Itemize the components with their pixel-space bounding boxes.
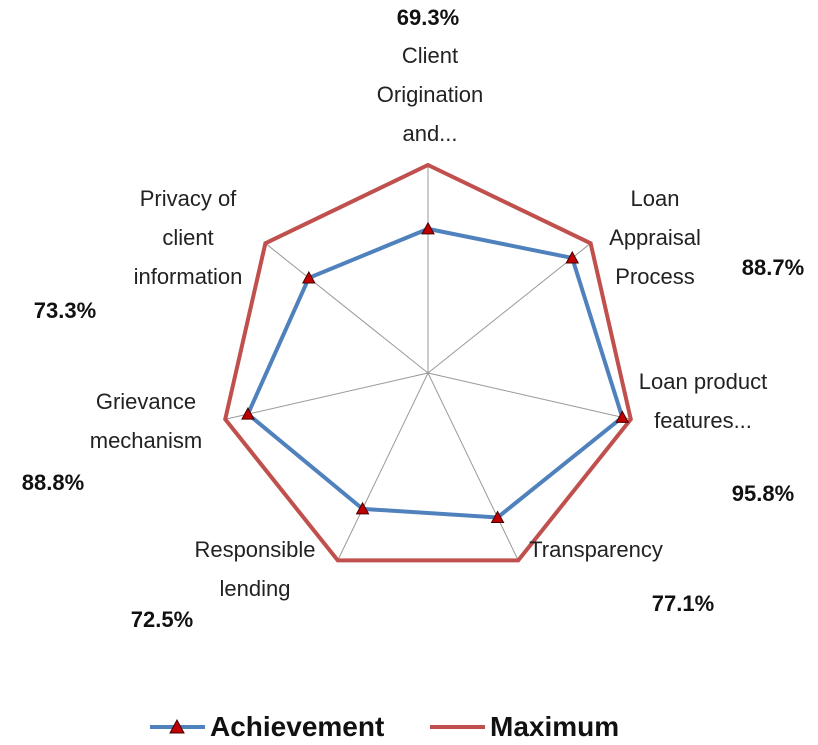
- spoke: [337, 372, 429, 561]
- legend-label: Achievement: [210, 711, 385, 742]
- category-label: Loan product features...: [638, 369, 768, 433]
- marker: [241, 407, 255, 420]
- marker: [565, 250, 580, 264]
- category-label: Client Origination and...: [376, 43, 484, 146]
- category-label: Loan Appraisal Process: [609, 186, 701, 289]
- marker: [355, 501, 370, 515]
- category-label: Transparency: [529, 537, 663, 562]
- value-label: 72.5%: [130, 607, 194, 632]
- value-label: 73.3%: [33, 298, 97, 323]
- series-line: [245, 226, 625, 520]
- marker: [421, 221, 435, 235]
- category-label: Privacy of client information: [133, 186, 243, 289]
- category-label: Grievance mechanism: [89, 389, 203, 453]
- legend-marker: [169, 718, 185, 734]
- marker: [615, 410, 630, 423]
- value-label: 88.8%: [21, 470, 85, 495]
- spoke: [427, 242, 591, 374]
- marker: [490, 510, 505, 523]
- spoke: [265, 242, 429, 374]
- legend-label: Maximum: [490, 711, 620, 742]
- value-label: 88.7%: [741, 255, 805, 280]
- spoke: [427, 372, 631, 420]
- value-label: 69.3%: [396, 5, 460, 30]
- value-label: 95.8%: [731, 481, 795, 506]
- spoke: [427, 372, 519, 561]
- spoke: [225, 372, 429, 420]
- marker: [301, 270, 316, 284]
- category-label: Responsible lending: [194, 537, 316, 601]
- value-label: 77.1%: [651, 591, 715, 616]
- series-line: [223, 162, 633, 563]
